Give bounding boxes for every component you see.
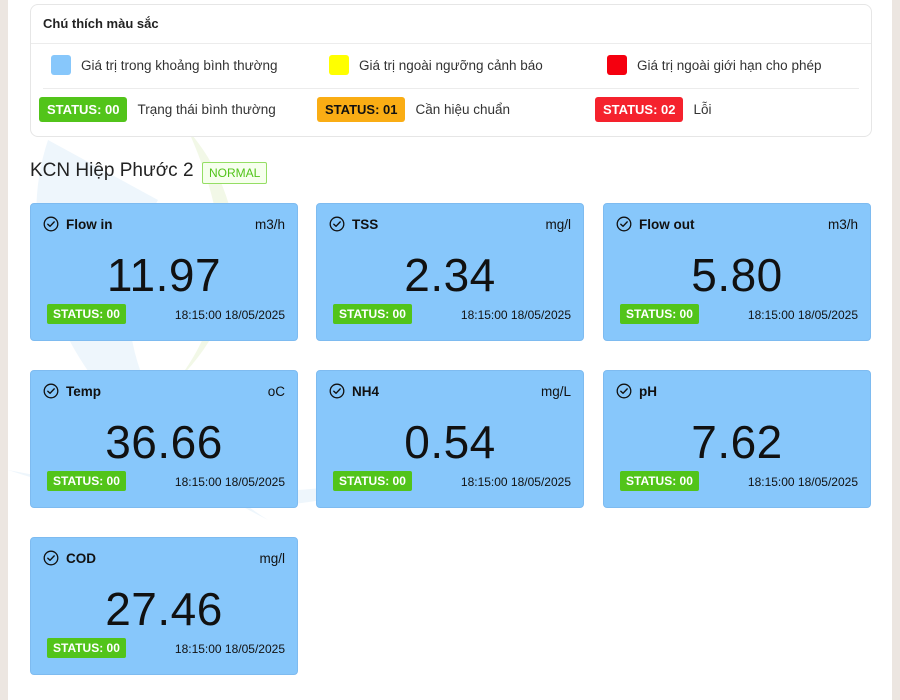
sensor-value: 0.54 [404, 416, 496, 468]
legend-limit-exceeded-label: Giá trị ngoài giới hạn cho phép [637, 57, 822, 73]
legend-status-02: STATUS: 02 Lỗi [595, 96, 712, 122]
station-status-badge: NORMAL [202, 162, 268, 184]
station-title: KCN Hiệp Phước 2 [30, 160, 194, 181]
legend-status-02-label: Lỗi [693, 101, 712, 117]
sensor-timestamp: 18:15:00 18/05/2025 [174, 642, 285, 656]
sensor-name: NH4 [352, 383, 380, 399]
legend-title: Chú thích màu sắc [31, 5, 871, 44]
sensor-card-header: TSS mg/l [329, 215, 571, 233]
sensor-status-badge: STATUS: 00 [47, 638, 126, 658]
sensor-timestamp: 18:15:00 18/05/2025 [460, 308, 571, 322]
sensor-unit: mg/l [545, 216, 571, 232]
swatch-red [607, 55, 627, 75]
sensor-card-header: NH4 mg/L [329, 382, 571, 400]
sensor-name: Temp [66, 383, 102, 399]
color-legend: Chú thích màu sắc Giá trị trong khoảng b… [30, 4, 872, 137]
legend-status-01-label: Cần hiệu chuẩn [415, 101, 511, 117]
legend-limit-exceeded: Giá trị ngoài giới hạn cho phép [607, 55, 821, 75]
sensor-name: pH [639, 383, 657, 399]
legend-status-row: STATUS: 00 Trạng thái bình thường STATUS… [39, 88, 859, 129]
sensor-card-header: pH [616, 382, 858, 400]
sensor-card[interactable]: Flow out m3/h 5.80 STATUS: 00 18:15:00 1… [603, 203, 871, 341]
legend-normal-range: Giá trị trong khoảng bình thường [51, 55, 278, 75]
sensor-card[interactable]: pH 7.62 STATUS: 00 18:15:00 18/05/2025 [603, 370, 871, 508]
status-chip-02: STATUS: 02 [595, 96, 684, 122]
sensor-timestamp: 18:15:00 18/05/2025 [747, 308, 858, 322]
swatch-yellow [329, 55, 349, 75]
sensor-timestamp: 18:15:00 18/05/2025 [747, 475, 858, 489]
check-circle-icon [43, 550, 59, 566]
legend-status-00-label: Trạng thái bình thường [137, 101, 276, 117]
legend-color-row: Giá trị trong khoảng bình thường Giá trị… [43, 53, 859, 77]
sensor-card[interactable]: NH4 mg/L 0.54 STATUS: 00 18:15:00 18/05/… [316, 370, 584, 508]
sensor-status-badge: STATUS: 00 [620, 304, 699, 324]
sensor-timestamp: 18:15:00 18/05/2025 [460, 475, 571, 489]
sensor-card-header: COD mg/l [43, 549, 285, 567]
sensor-timestamp: 18:15:00 18/05/2025 [174, 308, 285, 322]
sensor-unit: mg/L [540, 383, 571, 399]
sensor-status-badge: STATUS: 00 [47, 471, 126, 491]
sensor-card-header: Flow out m3/h [616, 215, 858, 233]
sensor-name: Flow out [639, 216, 695, 232]
sensor-value: 7.62 [691, 416, 783, 468]
check-circle-icon [329, 216, 345, 232]
sensor-name: TSS [352, 216, 379, 232]
legend-status-00: STATUS: 00 Trạng thái bình thường [39, 96, 276, 122]
status-chip-01: STATUS: 01 [317, 96, 406, 122]
sensor-value: 5.80 [691, 249, 783, 301]
swatch-blue [51, 55, 71, 75]
dashboard-page: Chú thích màu sắc Giá trị trong khoảng b… [8, 0, 892, 700]
sensor-card-header: Flow in m3/h [43, 215, 285, 233]
sensor-unit: m3/h [827, 216, 858, 232]
legend-warning-range: Giá trị ngoài ngưỡng cảnh báo [329, 55, 543, 75]
sensor-status-badge: STATUS: 00 [333, 304, 412, 324]
sensor-name: COD [66, 550, 96, 566]
sensor-card[interactable]: TSS mg/l 2.34 STATUS: 00 18:15:00 18/05/… [316, 203, 584, 341]
check-circle-icon [616, 216, 632, 232]
sensor-card[interactable]: Temp oC 36.66 STATUS: 00 18:15:00 18/05/… [30, 370, 298, 508]
sensor-unit: mg/l [259, 550, 285, 566]
sensor-unit: m3/h [254, 216, 285, 232]
sensor-value: 27.46 [105, 583, 223, 635]
sensor-value: 11.97 [106, 249, 222, 301]
sensor-status-badge: STATUS: 00 [620, 471, 699, 491]
sensor-status-badge: STATUS: 00 [47, 304, 126, 324]
sensor-card-header: Temp oC [43, 382, 285, 400]
check-circle-icon [329, 383, 345, 399]
check-circle-icon [43, 216, 59, 232]
sensor-card[interactable]: Flow in m3/h 11.97 STATUS: 00 18:15:00 1… [30, 203, 298, 341]
legend-status-01: STATUS: 01 Cần hiệu chuẩn [317, 96, 511, 122]
legend-normal-range-label: Giá trị trong khoảng bình thường [81, 57, 278, 73]
sensor-name: Flow in [66, 216, 113, 232]
sensor-timestamp: 18:15:00 18/05/2025 [174, 475, 285, 489]
sensor-value: 36.66 [105, 416, 223, 468]
sensor-unit: oC [267, 383, 285, 399]
sensor-card[interactable]: COD mg/l 27.46 STATUS: 00 18:15:00 18/05… [30, 537, 298, 675]
sensor-status-badge: STATUS: 00 [333, 471, 412, 491]
check-circle-icon [43, 383, 59, 399]
check-circle-icon [616, 383, 632, 399]
legend-warning-range-label: Giá trị ngoài ngưỡng cảnh báo [359, 57, 543, 73]
status-chip-00: STATUS: 00 [39, 96, 128, 122]
sensor-value: 2.34 [404, 249, 496, 301]
